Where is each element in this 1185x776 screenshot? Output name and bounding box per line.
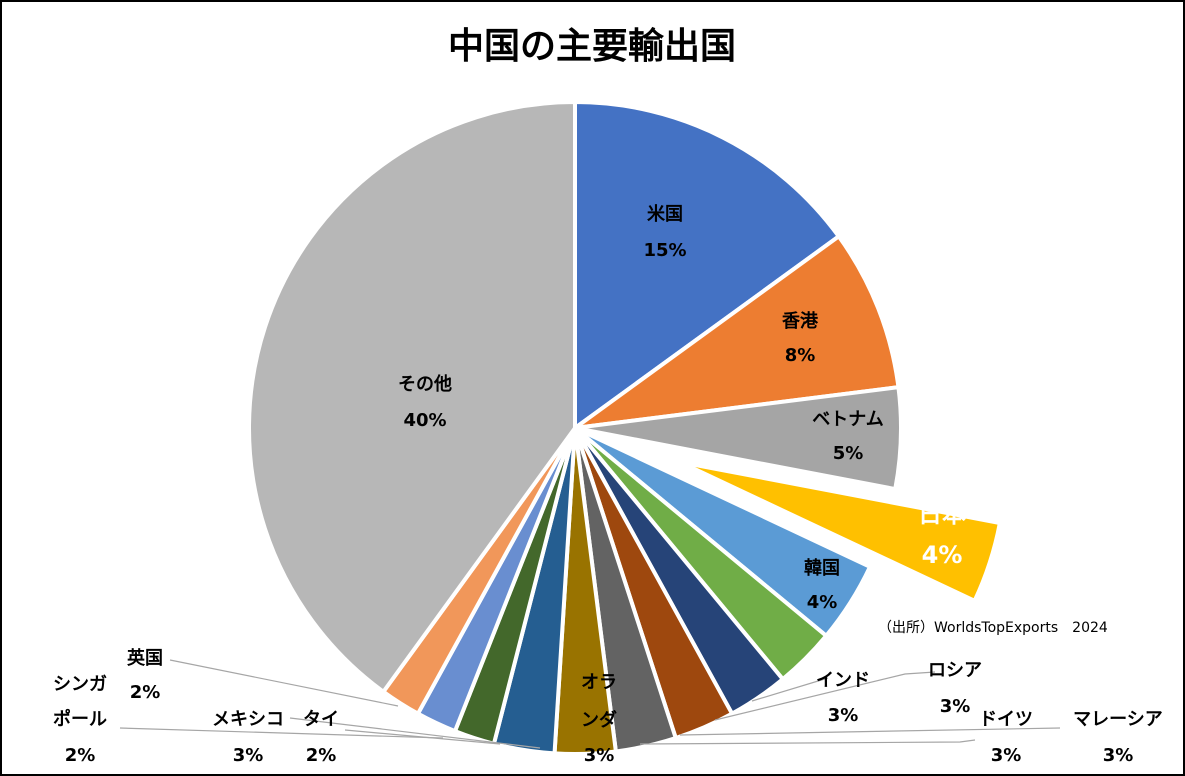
pie-slice [573, 234, 901, 430]
slice-name-label: ロシア [928, 660, 982, 681]
leader-line [169, 659, 399, 707]
slice-value-label: 3% [828, 705, 859, 726]
slice-name-label: ンダ [581, 709, 617, 731]
slice-name-label: メキシコ [212, 709, 284, 730]
leader-line [714, 671, 936, 721]
pie-slice [677, 459, 1002, 603]
source-note: （出所）WorldsTopExports 2024 [878, 620, 1108, 636]
pie-slice [247, 100, 577, 694]
slice-value-label: 3% [940, 696, 971, 717]
pie-slice [573, 100, 841, 430]
leader-line [119, 727, 444, 739]
slice-name-label: オラ [581, 672, 617, 693]
slice-name-label: 英国 [126, 647, 163, 669]
slice-value-label: 8% [785, 345, 816, 366]
pie-slice [573, 385, 903, 492]
leader-line [679, 727, 1061, 736]
slice-value-label: 3% [991, 745, 1022, 766]
slice-value-label: 4% [807, 592, 838, 613]
slice-name-label: 香港 [781, 311, 819, 332]
leader-line [639, 739, 976, 745]
slice-value-label: 15% [643, 240, 686, 261]
pie-slices [247, 100, 1002, 756]
leader-line [751, 677, 829, 702]
slice-value-label: 3% [584, 745, 615, 766]
slice-name-label: 日本 [918, 500, 966, 528]
slice-name-label: ポール [53, 708, 107, 730]
slice-name-label: 韓国 [804, 557, 840, 579]
slice-value-label: 2% [306, 745, 337, 766]
slice-value-label: 2% [65, 745, 96, 766]
slice-name-label: タイ [303, 709, 339, 730]
slice-labels: 米国 15% 香港 8% ベトナム 5% 日本 4% 韓国 4% インド 3% ロシア 3% マレーシア 3%… [53, 203, 1163, 766]
slice-value-label: 3% [1103, 745, 1134, 766]
slice-name-label: マレーシア [1073, 709, 1163, 730]
slice-value-label: 4% [922, 541, 963, 569]
slice-name-label: その他 [398, 373, 452, 395]
slice-value-label: 40% [403, 410, 446, 431]
slice-value-label: 3% [233, 745, 264, 766]
slice-name-label: ベトナム [812, 409, 883, 430]
slice-name-label: インド [816, 670, 870, 691]
slice-name-label: シンガ [53, 674, 107, 695]
chart-title: 中国の主要輸出国 [448, 26, 736, 67]
leader-line [289, 717, 541, 749]
slice-value-label: 2% [130, 682, 161, 703]
slice-name-label: 米国 [647, 203, 683, 225]
slice-value-label: 5% [833, 443, 864, 464]
leader-lines [119, 659, 1061, 749]
slice-name-label: ドイツ [979, 709, 1033, 730]
